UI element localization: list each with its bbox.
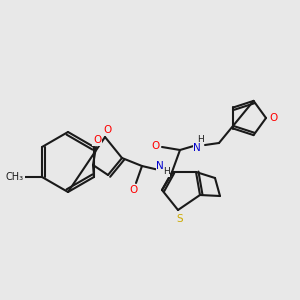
Text: N: N xyxy=(156,161,164,171)
Text: N: N xyxy=(193,143,201,153)
Text: CH₃: CH₃ xyxy=(6,172,24,182)
Text: S: S xyxy=(177,214,183,224)
Text: O: O xyxy=(130,185,138,195)
Text: O: O xyxy=(103,125,111,135)
Text: H: H xyxy=(163,167,170,176)
Text: H: H xyxy=(196,134,203,143)
Text: O: O xyxy=(93,135,101,145)
Text: O: O xyxy=(151,141,159,151)
Text: O: O xyxy=(269,113,277,123)
